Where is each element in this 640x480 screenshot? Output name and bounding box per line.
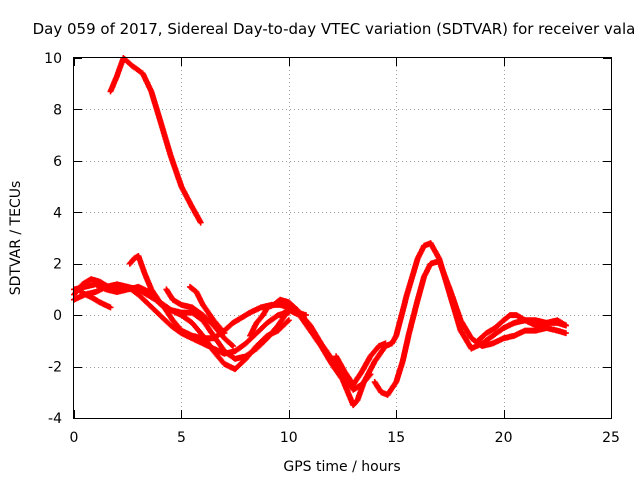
y-tick-label: 6 [53, 154, 62, 170]
x-tick-label: 10 [280, 430, 298, 446]
y-tick-label: 0 [53, 308, 62, 324]
y-tick-label: 8 [53, 102, 62, 118]
x-tick-label: 20 [495, 430, 513, 446]
series-track-9 [247, 296, 374, 393]
x-axis: 0 5 10 15 20 25 [70, 58, 620, 446]
x-tick-label: 25 [602, 430, 620, 446]
series-track-8 [77, 289, 114, 311]
series-track-12 [474, 312, 569, 344]
y-tick-label: -4 [48, 411, 62, 427]
data-point-marks [187, 283, 228, 337]
y-tick-label: -2 [48, 360, 62, 376]
data-point-marks [474, 312, 569, 344]
series-track-1 [107, 55, 204, 226]
y-tick-label: 10 [44, 51, 62, 67]
data-point-marks [277, 240, 569, 409]
data-point-marks [77, 289, 114, 311]
y-tick-label: 4 [53, 205, 62, 221]
series-track-5 [126, 253, 292, 373]
data-point-marks [333, 340, 389, 388]
data-point-marks [371, 258, 569, 398]
y-axis: -4 -2 0 2 4 6 8 10 [44, 51, 611, 427]
data-marks [71, 55, 569, 409]
x-tick-label: 15 [387, 430, 405, 446]
x-axis-label: GPS time / hours [283, 459, 400, 475]
data-point-marks [247, 296, 374, 393]
data-point-marks [107, 55, 204, 226]
series-track-6 [163, 286, 236, 349]
plot-frame [73, 57, 612, 419]
series-track-10 [277, 240, 569, 409]
x-tick-label: 5 [177, 430, 186, 446]
x-tick-label: 0 [70, 430, 79, 446]
y-axis-label: SDTVAR / TECUs [8, 181, 24, 296]
data-point-marks [126, 253, 292, 373]
series-track-13 [333, 340, 389, 388]
series-track-11 [371, 258, 569, 398]
data-point-marks [163, 286, 236, 349]
series-track-7 [187, 283, 228, 337]
y-tick-label: 2 [53, 257, 62, 273]
chart-title: Day 059 of 2017, Sidereal Day-to-day VTE… [33, 20, 636, 38]
